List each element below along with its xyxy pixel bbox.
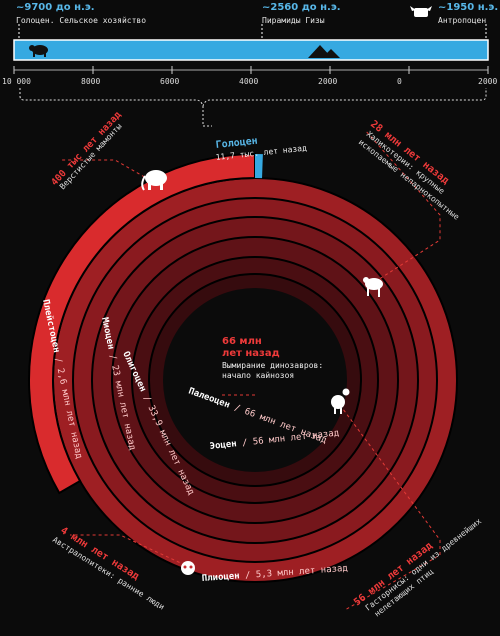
bison-icon bbox=[29, 45, 48, 57]
mammoths-title: 400 тыс лет назад bbox=[49, 109, 124, 188]
gastornis-icon bbox=[331, 388, 350, 414]
chalicothere-leader bbox=[364, 129, 441, 286]
ruler-tick-label: 8000 bbox=[81, 77, 100, 86]
bracket bbox=[19, 88, 487, 108]
center-desc: Вымирание динозавров: начало кайнозоя bbox=[222, 361, 324, 380]
mammoth-icon bbox=[141, 170, 167, 191]
mammoths-desc: Верстистые мамонты bbox=[58, 122, 124, 192]
holocene-title: Голоцен bbox=[215, 136, 258, 151]
cow-icon bbox=[410, 6, 432, 17]
ruler-tick-label: 10 000 bbox=[2, 77, 31, 86]
skull-icon bbox=[181, 561, 195, 575]
holocene-ring bbox=[255, 154, 263, 179]
ruler-tick-label: 2000 bbox=[478, 77, 497, 86]
center-title: 66 млн лет назад bbox=[222, 336, 280, 359]
chalicotheres-desc-1: Халикотерии: крупные bbox=[365, 129, 447, 196]
center-hole bbox=[163, 288, 347, 472]
chalicothere-icon bbox=[363, 277, 383, 297]
ruler-ticks: 10 000 8000 6000 4000 2000 0 2000 bbox=[2, 66, 497, 86]
pyramids-icon bbox=[308, 45, 340, 58]
marker-date-anthropocene: ~1950 н.э. bbox=[438, 2, 499, 13]
ruler-tick-label: 0 bbox=[397, 77, 402, 86]
gastornis-leader bbox=[339, 404, 441, 611]
timeline-bar bbox=[13, 39, 489, 61]
marker-desc-anthropocene: Антропоцен bbox=[438, 16, 487, 25]
australopithecus-leader bbox=[70, 534, 186, 566]
ruler-tick-label: 4000 bbox=[239, 77, 258, 86]
ruler-tick-label: 6000 bbox=[160, 77, 179, 86]
ruler-tick-label: 2000 bbox=[318, 77, 337, 86]
marker-desc-holocene: Голоцен. Сельское хозяйство bbox=[16, 16, 147, 25]
marker-date-pyramids: ~2560 до н.э. bbox=[262, 2, 341, 13]
annotation-lines bbox=[62, 129, 441, 611]
marker-desc-pyramids: Пирамиды Гизы bbox=[262, 16, 325, 25]
marker-date-holocene: ~9700 до н.э. bbox=[16, 2, 95, 13]
